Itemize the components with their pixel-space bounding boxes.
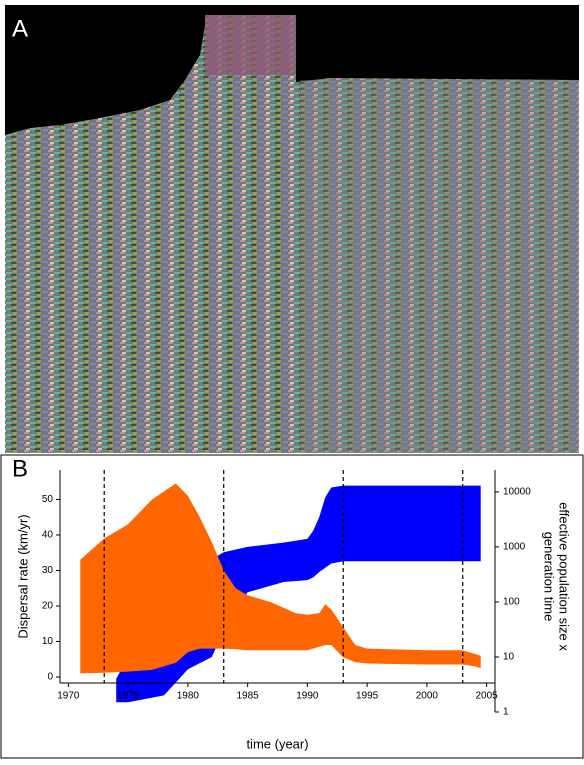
- y-tick-label: 30: [42, 565, 54, 576]
- y-tick-label: 50: [42, 494, 54, 505]
- panel-b-frame: [0, 454, 584, 759]
- panel-a: A: [5, 5, 579, 453]
- x-tick-label: 1975: [117, 691, 140, 702]
- y2-tick-label: 10000: [503, 487, 531, 498]
- x-axis-label: time (year): [246, 736, 308, 751]
- y2-tick-label: 1000: [503, 542, 526, 553]
- panel-label: B: [12, 455, 28, 482]
- y-tick-label: 20: [42, 601, 54, 612]
- y2-tick-label: 10: [503, 652, 515, 663]
- x-tick-label: 1995: [356, 691, 379, 702]
- panel-a-stripe: [205, 15, 296, 75]
- x-tick-label: 2005: [476, 691, 499, 702]
- y-tick-label: 40: [42, 530, 54, 541]
- x-tick-label: 2000: [416, 691, 439, 702]
- y2-axis-label: generation time: [542, 532, 557, 622]
- y2-axis-label: effective population size x: [557, 502, 572, 651]
- band-area: [80, 483, 481, 674]
- x-tick-label: 1970: [57, 691, 80, 702]
- y-axis-label: Dispersal rate (km/yr): [15, 514, 30, 638]
- y-tick-label: 0: [47, 672, 53, 683]
- y2-tick-label: 1: [503, 707, 509, 718]
- x-tick-label: 1990: [296, 691, 319, 702]
- x-tick-label: 1985: [236, 691, 259, 702]
- panel-label: A: [12, 15, 28, 42]
- panel-a-image: [5, 15, 579, 453]
- chart: 1970 1975 1980 1985 1990 1995 2000 2005 0 10 20 30 4…: [15, 470, 572, 751]
- panel-a-shade: [300, 80, 579, 453]
- y-tick-label: 10: [42, 636, 54, 647]
- y2-tick-label: 100: [503, 597, 520, 608]
- x-tick-label: 1980: [177, 691, 200, 702]
